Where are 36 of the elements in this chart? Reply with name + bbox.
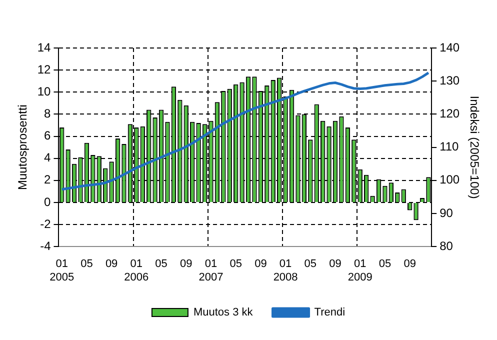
y2-tick-label: 90 (440, 206, 454, 220)
y-tick-label: 10 (37, 84, 52, 98)
y-tick-label: 14 (37, 40, 52, 54)
x-tick-label: 01 2005 (50, 258, 74, 284)
y2-axis-title: Indeksi (2005=100) (467, 96, 482, 199)
x-tick-label: 09 (180, 258, 192, 270)
x-tick-label: 01 2007 (198, 258, 224, 284)
y-tick-label: 6 (44, 128, 52, 143)
x-tick-label: 09 (404, 258, 416, 270)
y-tick-label: 2 (44, 172, 52, 187)
legend-label: Trendi (314, 306, 346, 319)
y-tick-label: 12 (37, 62, 52, 76)
x-tick-label: 09 (254, 258, 267, 270)
x-tick-label: 09 (105, 258, 118, 270)
y2-tick-label: 110 (440, 140, 460, 154)
y2-tick-label: 130 (440, 73, 460, 88)
x-tick-label: 01 2009 (348, 258, 372, 284)
x-tick-label: 05 (230, 258, 242, 270)
x-tick-label: 05 (80, 258, 93, 270)
x-tick-label: 09 (329, 258, 342, 270)
x-tick-label: 05 (304, 258, 317, 270)
y2-tick-label: 120 (440, 106, 460, 121)
y-axis-title: Muutosprosentti (16, 104, 30, 190)
y2-tick-label: 100 (440, 172, 460, 187)
x-tick-label: 05 (378, 258, 392, 270)
x-tick-label: 01 2006 (124, 258, 149, 284)
y-tick-label: 4 (44, 150, 52, 165)
y-tick-label: 8 (44, 106, 52, 121)
y-tick-label: 0 (44, 194, 52, 209)
y-tick-label: -2 (40, 216, 52, 231)
y-tick-label: -4 (40, 238, 52, 253)
y2-tick-label: 140 (440, 40, 460, 54)
legend-label: Muutos 3 kk (193, 306, 254, 319)
x-tick-label: 05 (155, 258, 168, 270)
x-tick-label: 01 2008 (273, 258, 298, 284)
y2-tick-label: 80 (440, 238, 454, 253)
